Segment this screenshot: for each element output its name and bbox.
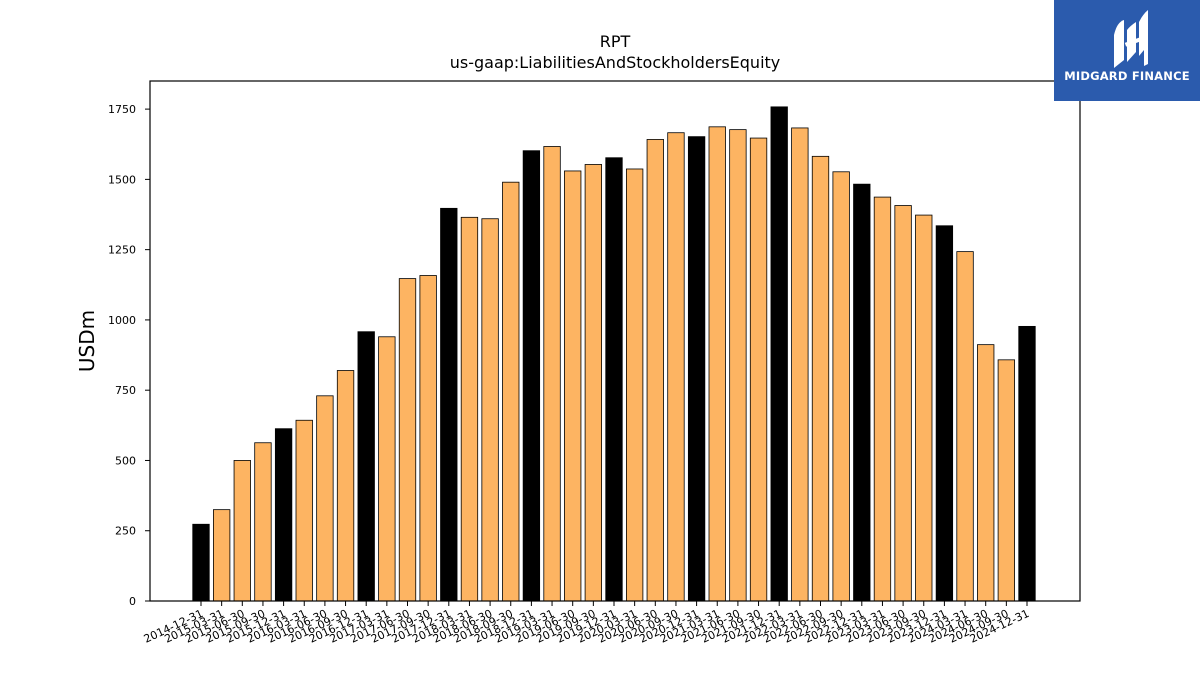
bar-2016-12-31: [357, 331, 375, 602]
bar-2020-12-31: [687, 136, 706, 602]
bar-2019-09-30: [584, 164, 602, 602]
plot-frame: [149, 80, 1081, 602]
bar-2016-03-31: [295, 419, 313, 602]
bar-2023-03-31: [873, 196, 892, 602]
brand-logo: MIDGARD FINANCE: [1054, 0, 1200, 101]
bar-2024-12-31: [1018, 325, 1036, 602]
chart-title: RPT: [600, 32, 631, 51]
bar-2022-09-30: [832, 171, 850, 602]
bar-2024-03-31: [956, 251, 974, 602]
bar-2023-09-30: [915, 214, 933, 602]
y-tick-label: 750: [115, 384, 136, 397]
bar-2019-03-31: [543, 146, 561, 602]
bar-2024-06-30: [977, 344, 995, 602]
bar-2020-09-30: [667, 132, 685, 602]
bar-2020-03-31: [626, 168, 644, 602]
bar-2017-06-30: [398, 278, 417, 602]
x-axis: 2014-12-312015-03-312015-06-302015-09-30…: [142, 601, 1031, 646]
bar-2021-12-31: [770, 106, 788, 602]
bar-2015-12-31: [274, 428, 293, 602]
bar-series: [192, 106, 1036, 602]
bar-2019-12-31: [605, 157, 623, 602]
y-tick-label: 500: [115, 454, 136, 467]
bar-2016-09-30: [336, 370, 355, 602]
bar-2024-09-30: [997, 359, 1015, 602]
bar-2018-12-31: [522, 150, 541, 602]
bar-2015-06-30: [233, 460, 251, 602]
bar-2015-09-30: [254, 442, 272, 602]
bar-2022-12-31: [853, 183, 871, 602]
bar-2014-12-31: [192, 523, 210, 602]
y-axis-label: USDm: [75, 310, 99, 372]
bar-2023-06-30: [894, 205, 912, 602]
bar-2018-06-30: [481, 218, 499, 602]
y-tick-label: 0: [129, 595, 136, 608]
bar-2017-12-31: [440, 207, 458, 602]
y-axis: 0 250 500 750 1000 1250 1500 1750: [108, 103, 150, 608]
y-tick-label: 1500: [108, 173, 136, 186]
bar-2018-09-30: [502, 181, 520, 602]
bar-2016-06-30: [316, 395, 334, 602]
chart-subtitle: us-gaap:LiabilitiesAndStockholdersEquity: [450, 53, 781, 72]
bar-2023-12-31: [935, 225, 954, 602]
y-tick-label: 1750: [108, 103, 136, 116]
bar-2019-06-30: [564, 170, 582, 602]
bar-2021-09-30: [749, 137, 768, 602]
bar-2021-03-31: [708, 126, 726, 602]
bar-2020-06-30: [646, 139, 664, 602]
brand-mark-icon: [1114, 10, 1148, 68]
bar-2017-03-31: [378, 336, 396, 602]
bar-2017-09-30: [419, 275, 437, 602]
y-tick-label: 1000: [108, 314, 136, 327]
y-tick-label: 250: [115, 525, 136, 538]
brand-name: MIDGARD FINANCE: [1064, 69, 1190, 83]
bar-2015-03-31: [212, 509, 231, 602]
bar-2021-06-30: [729, 129, 747, 602]
bar-2022-06-30: [811, 155, 830, 602]
y-tick-label: 1250: [108, 244, 136, 257]
bar-2018-03-31: [460, 216, 479, 602]
bar-2022-03-31: [791, 127, 809, 602]
